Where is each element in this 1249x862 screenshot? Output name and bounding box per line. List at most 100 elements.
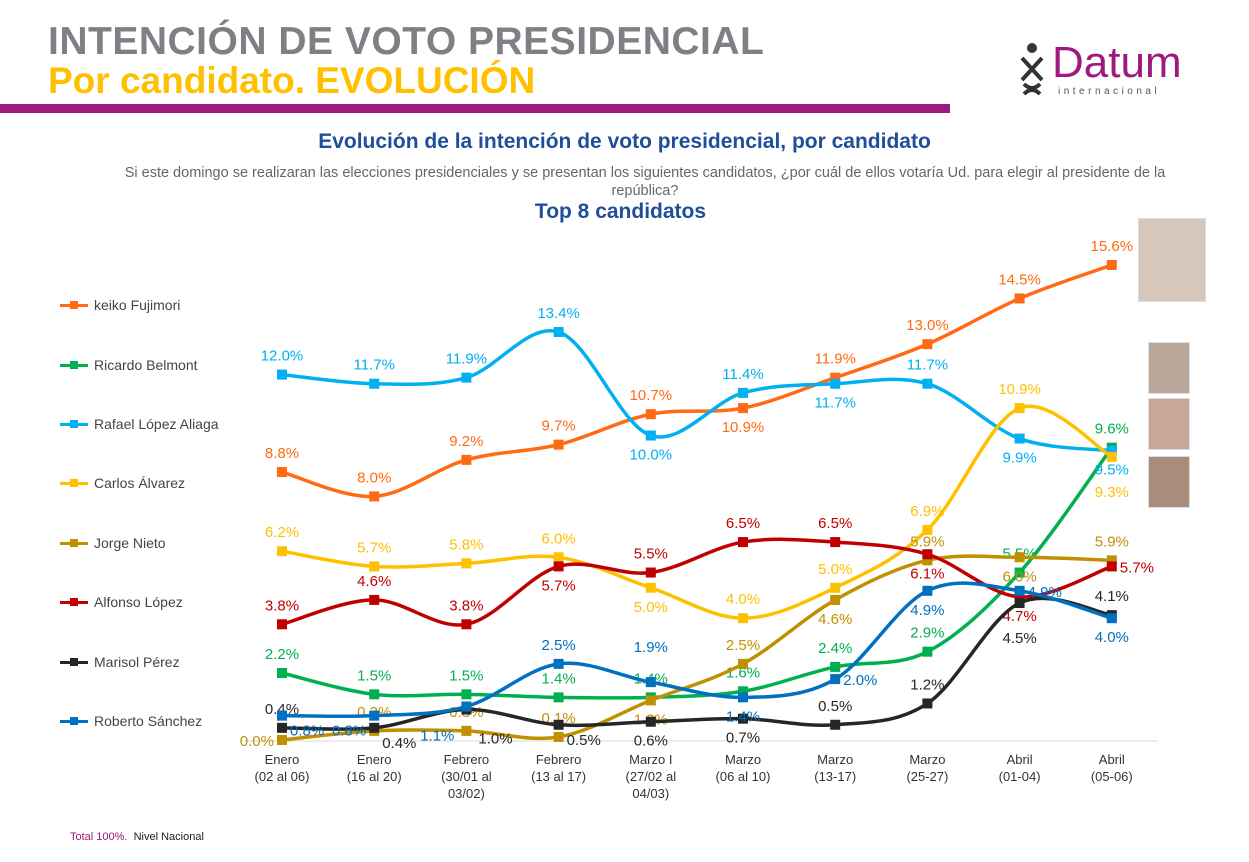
legend-label: keiko Fujimori	[94, 297, 181, 313]
data-label: 1.0%	[478, 731, 512, 748]
footer-scope: Nivel Nacional	[133, 831, 204, 843]
footer-note: Total 100%. Nivel Nacional	[70, 831, 204, 843]
data-point	[461, 725, 472, 736]
data-label: 13.4%	[537, 305, 580, 322]
data-point	[369, 561, 380, 572]
data-label: 5.9%	[1095, 533, 1129, 550]
data-point	[1106, 555, 1117, 566]
data-point	[553, 658, 564, 669]
legend-swatch	[60, 478, 88, 487]
data-point	[830, 661, 841, 672]
legend-swatch	[60, 538, 88, 547]
data-label: 6.0%	[541, 530, 575, 547]
data-label: 6.5%	[818, 515, 852, 532]
x-tick-label: Enero	[265, 752, 300, 767]
series-1: 2.2%1.5%1.5%1.4%1.4%1.6%2.4%2.9%5.5%9.6%	[265, 421, 1129, 703]
survey-question: Si este domingo se realizaran las elecci…	[124, 165, 1166, 199]
data-point	[645, 582, 656, 593]
data-label: 10.7%	[630, 387, 673, 404]
data-point	[738, 403, 748, 414]
data-point	[553, 719, 564, 730]
data-point	[553, 326, 564, 337]
data-label: 2.5%	[541, 637, 575, 654]
series-line	[281, 581, 1113, 719]
data-label: 9.6%	[1095, 421, 1129, 438]
data-label: 9.3%	[1095, 484, 1129, 501]
chart-title: Evolución de la intención de voto presid…	[318, 130, 931, 153]
legend-swatch	[60, 360, 88, 369]
data-label: 0.4%	[382, 735, 416, 752]
data-label: 1.4%	[541, 670, 575, 687]
legend-swatch	[60, 300, 88, 309]
data-point	[1014, 433, 1025, 444]
data-point	[369, 378, 380, 389]
data-label: 11.9%	[446, 351, 487, 368]
data-point	[461, 454, 472, 465]
data-label: 5.7%	[1120, 559, 1154, 576]
legend-item: Jorge Nieto	[60, 535, 166, 551]
data-point	[1106, 259, 1117, 270]
data-point	[830, 594, 841, 605]
data-point	[738, 613, 748, 624]
data-label: 3.8%	[265, 597, 299, 614]
x-tick-label: Marzo	[909, 752, 945, 767]
legend-item: Rafael López Aliaga	[60, 416, 219, 432]
data-point	[922, 339, 933, 350]
legend-item: Ricardo Belmont	[60, 357, 198, 373]
data-point	[369, 594, 380, 605]
data-label: 0.8%	[332, 723, 366, 740]
data-label: 4.1%	[1095, 588, 1129, 605]
series-line	[281, 263, 1113, 499]
data-label: 5.8%	[449, 536, 483, 553]
x-tick-label: Abril	[1099, 752, 1125, 767]
x-tick-label: (01-04)	[999, 769, 1041, 784]
data-label: 6.5%	[726, 515, 760, 532]
data-label: 5.5%	[634, 546, 668, 563]
x-tick-label: Marzo	[725, 752, 761, 767]
x-tick-label: (13 al 17)	[531, 769, 586, 784]
data-label: 6.9%	[910, 503, 944, 520]
data-point	[830, 537, 841, 548]
legend-label: Alfonso López	[94, 594, 183, 610]
x-tick-label: Marzo I	[629, 752, 672, 767]
data-label: 4.9%	[910, 602, 944, 619]
data-label: 10.9%	[998, 381, 1041, 398]
x-tick-label: Febrero	[536, 752, 582, 767]
data-point	[1014, 403, 1025, 414]
data-label: 6.2%	[265, 524, 299, 541]
data-label: 8.0%	[357, 469, 391, 486]
x-tick-label: 04/03)	[632, 786, 669, 801]
data-point	[738, 692, 748, 703]
x-tick-label: (05-06)	[1091, 769, 1133, 784]
data-label: 2.4%	[818, 640, 852, 657]
x-tick-label: (30/01 al	[441, 769, 492, 784]
data-label: 4.6%	[357, 573, 391, 590]
legend-swatch	[60, 657, 88, 666]
title-divider	[0, 104, 950, 113]
series-6: 0.4% 0.4% 1.0% 0.5% 0.6% 0.7% 0.5% 1.2% 4.5% 4.1%	[265, 588, 1129, 752]
data-point	[553, 439, 564, 450]
data-label: 9.2%	[449, 433, 483, 450]
x-tick-label: (06 al 10)	[716, 769, 771, 784]
candidate-photo-belmont	[1148, 342, 1190, 394]
x-tick-label: 03/02)	[448, 786, 485, 801]
data-point	[553, 692, 564, 703]
data-label: 1.9%	[634, 639, 668, 656]
data-point	[277, 369, 287, 380]
data-label: 13.0%	[906, 317, 949, 334]
legend-swatch	[60, 716, 88, 725]
data-label: 14.5%	[998, 271, 1041, 288]
data-point	[1106, 561, 1117, 572]
data-label: 1.5%	[357, 667, 391, 684]
data-point	[830, 674, 841, 685]
candidate-photo-lopez-aliaga	[1148, 398, 1190, 450]
data-label: 2.9%	[910, 625, 944, 642]
data-label: 1.2%	[910, 676, 944, 693]
data-label: 0.5%	[567, 732, 601, 749]
data-point	[1014, 591, 1025, 602]
data-label: 0.5%	[818, 698, 852, 715]
data-label: 10.0%	[630, 447, 673, 464]
data-point	[461, 701, 472, 712]
data-point	[277, 668, 287, 679]
